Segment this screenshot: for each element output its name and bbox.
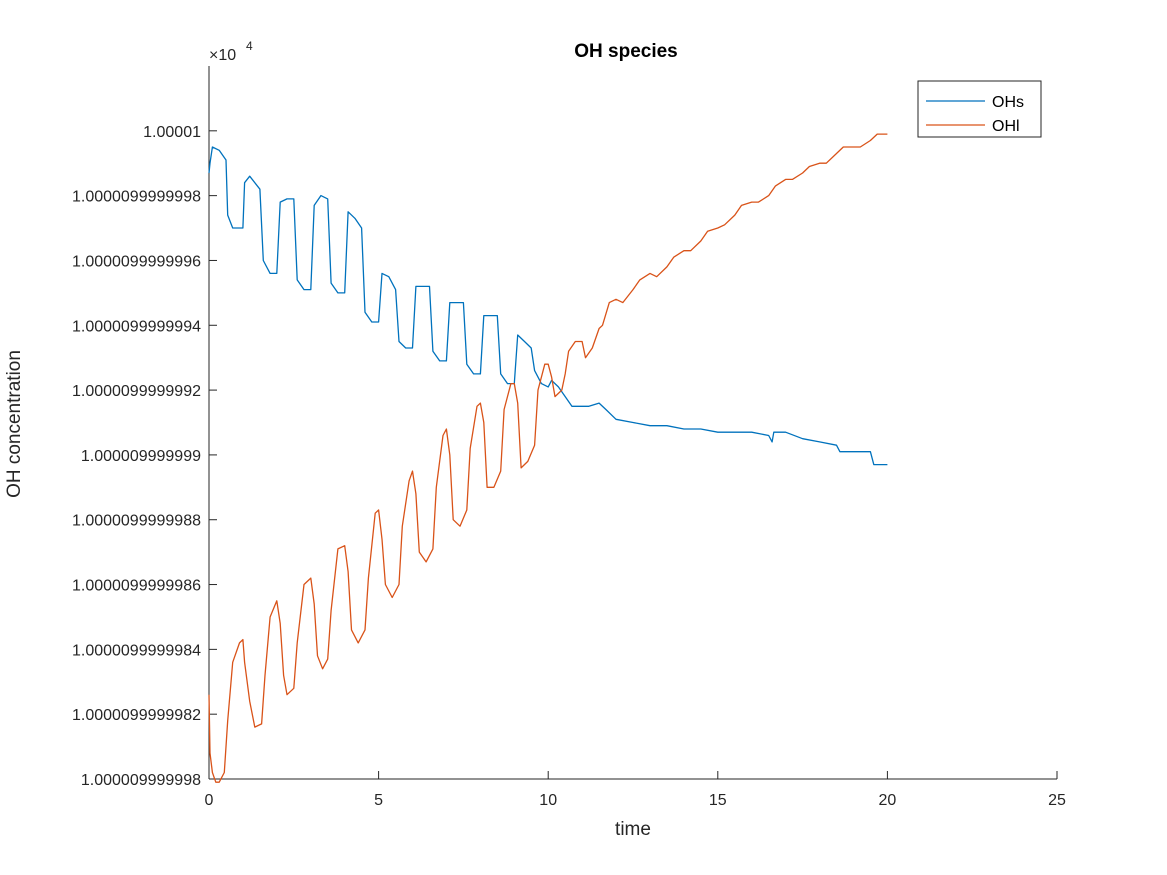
legend-label-ohl: OHl bbox=[992, 118, 1020, 135]
y-tick-label: 1.00001 bbox=[143, 124, 201, 141]
x-tick-label: 20 bbox=[879, 792, 897, 809]
plot-area bbox=[208, 66, 1057, 780]
y-tick-label: 1.0000099999994 bbox=[72, 318, 201, 335]
series-layer bbox=[208, 133, 888, 783]
x-tick-label: 5 bbox=[374, 792, 383, 809]
x-ticks: 0 5 10 15 20 25 bbox=[205, 771, 1066, 809]
series-line-ohl bbox=[208, 133, 888, 783]
series-line-ohs bbox=[208, 146, 888, 466]
y-tick-label: 1.0000099999986 bbox=[72, 578, 201, 595]
legend-box bbox=[917, 80, 1042, 138]
y-axis-label: OH concentration bbox=[4, 350, 25, 498]
y-multiplier-exponent: 4 bbox=[246, 39, 253, 53]
y-tick-label: 1.0000099999996 bbox=[72, 253, 201, 270]
x-tick-label: 0 bbox=[205, 792, 214, 809]
y-tick-label: 1.000009999998 bbox=[81, 772, 201, 789]
y-ticks: 1.00001 1.0000099999998 1.0000099999996 1.0… bbox=[72, 124, 217, 789]
y-multiplier-base: ×10 bbox=[209, 47, 236, 64]
y-tick-label: 1.0000099999982 bbox=[72, 707, 201, 724]
chart-title: OH species bbox=[574, 41, 678, 62]
x-axis-label: time bbox=[615, 819, 651, 840]
legend-label-ohs: OHs bbox=[992, 94, 1024, 111]
y-tick-label: 1.0000099999984 bbox=[72, 642, 201, 659]
legend: OHs OHl bbox=[917, 80, 1042, 138]
y-tick-label: 1.0000099999992 bbox=[72, 383, 201, 400]
y-tick-label: 1.0000099999988 bbox=[72, 513, 201, 530]
x-tick-label: 10 bbox=[539, 792, 557, 809]
y-tick-label: 1.0000099999998 bbox=[72, 189, 201, 206]
x-tick-label: 15 bbox=[709, 792, 727, 809]
x-tick-label: 25 bbox=[1048, 792, 1066, 809]
y-multiplier: ×10 4 bbox=[209, 39, 253, 64]
y-tick-label: 1.000009999999 bbox=[81, 448, 201, 465]
